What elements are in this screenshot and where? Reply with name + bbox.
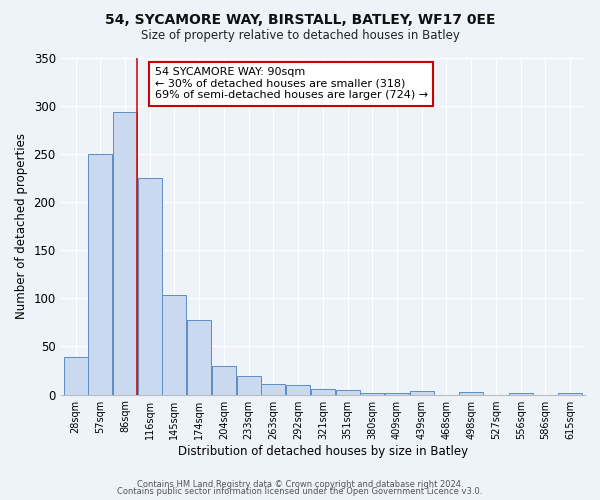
Bar <box>459 392 483 394</box>
Bar <box>361 392 384 394</box>
Bar <box>335 390 359 394</box>
Bar <box>113 112 137 394</box>
Bar <box>262 384 286 394</box>
Bar <box>410 390 434 394</box>
Y-axis label: Number of detached properties: Number of detached properties <box>15 133 28 319</box>
Bar <box>236 376 260 394</box>
Text: Size of property relative to detached houses in Batley: Size of property relative to detached ho… <box>140 29 460 42</box>
Bar <box>212 366 236 394</box>
Bar <box>163 296 187 394</box>
Bar <box>509 392 533 394</box>
Text: 54, SYCAMORE WAY, BIRSTALL, BATLEY, WF17 0EE: 54, SYCAMORE WAY, BIRSTALL, BATLEY, WF17… <box>105 12 495 26</box>
Bar <box>138 178 161 394</box>
Bar <box>88 154 112 394</box>
Bar <box>311 389 335 394</box>
Text: Contains HM Land Registry data © Crown copyright and database right 2024.: Contains HM Land Registry data © Crown c… <box>137 480 463 489</box>
X-axis label: Distribution of detached houses by size in Batley: Distribution of detached houses by size … <box>178 444 468 458</box>
Bar <box>286 385 310 394</box>
Bar <box>187 320 211 394</box>
Text: 54 SYCAMORE WAY: 90sqm
← 30% of detached houses are smaller (318)
69% of semi-de: 54 SYCAMORE WAY: 90sqm ← 30% of detached… <box>155 67 428 100</box>
Bar <box>385 392 409 394</box>
Text: Contains public sector information licensed under the Open Government Licence v3: Contains public sector information licen… <box>118 487 482 496</box>
Bar <box>558 392 582 394</box>
Bar <box>64 357 88 395</box>
